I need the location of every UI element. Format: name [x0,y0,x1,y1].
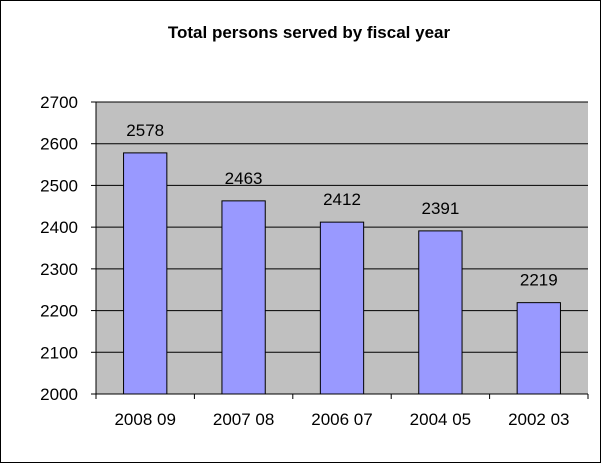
x-tick-label: 2004 05 [410,410,471,429]
x-tick-label: 2006 07 [311,410,372,429]
bar [319,221,365,395]
data-label: 2463 [225,169,263,188]
bar [123,152,168,395]
labels: 2000 2100 2200 2300 2400 2500 2600 2700 2578 2008… [40,93,569,429]
data-label: 2219 [520,271,558,290]
y-tick-label: 2200 [40,302,78,321]
axes [91,101,589,399]
y-tick-label: 2500 [40,176,78,195]
y-tick-label: 2000 [40,385,78,404]
data-label: 2391 [421,199,459,218]
x-tick-label: 2008 09 [114,410,175,429]
bar [418,230,463,395]
bar [516,302,561,395]
y-tick-label: 2700 [40,93,78,112]
y-tick-label: 2400 [40,218,78,237]
bar [221,200,266,395]
y-tick-label: 2600 [40,135,78,154]
data-label: 2578 [126,121,164,140]
y-tick-label: 2300 [40,260,78,279]
chart-title: Total persons served by fiscal year [168,23,451,42]
data-label: 2412 [323,190,361,209]
x-tick-label: 2002 03 [508,410,569,429]
x-tick-label: 2007 08 [213,410,274,429]
y-tick-label: 2100 [40,343,78,362]
